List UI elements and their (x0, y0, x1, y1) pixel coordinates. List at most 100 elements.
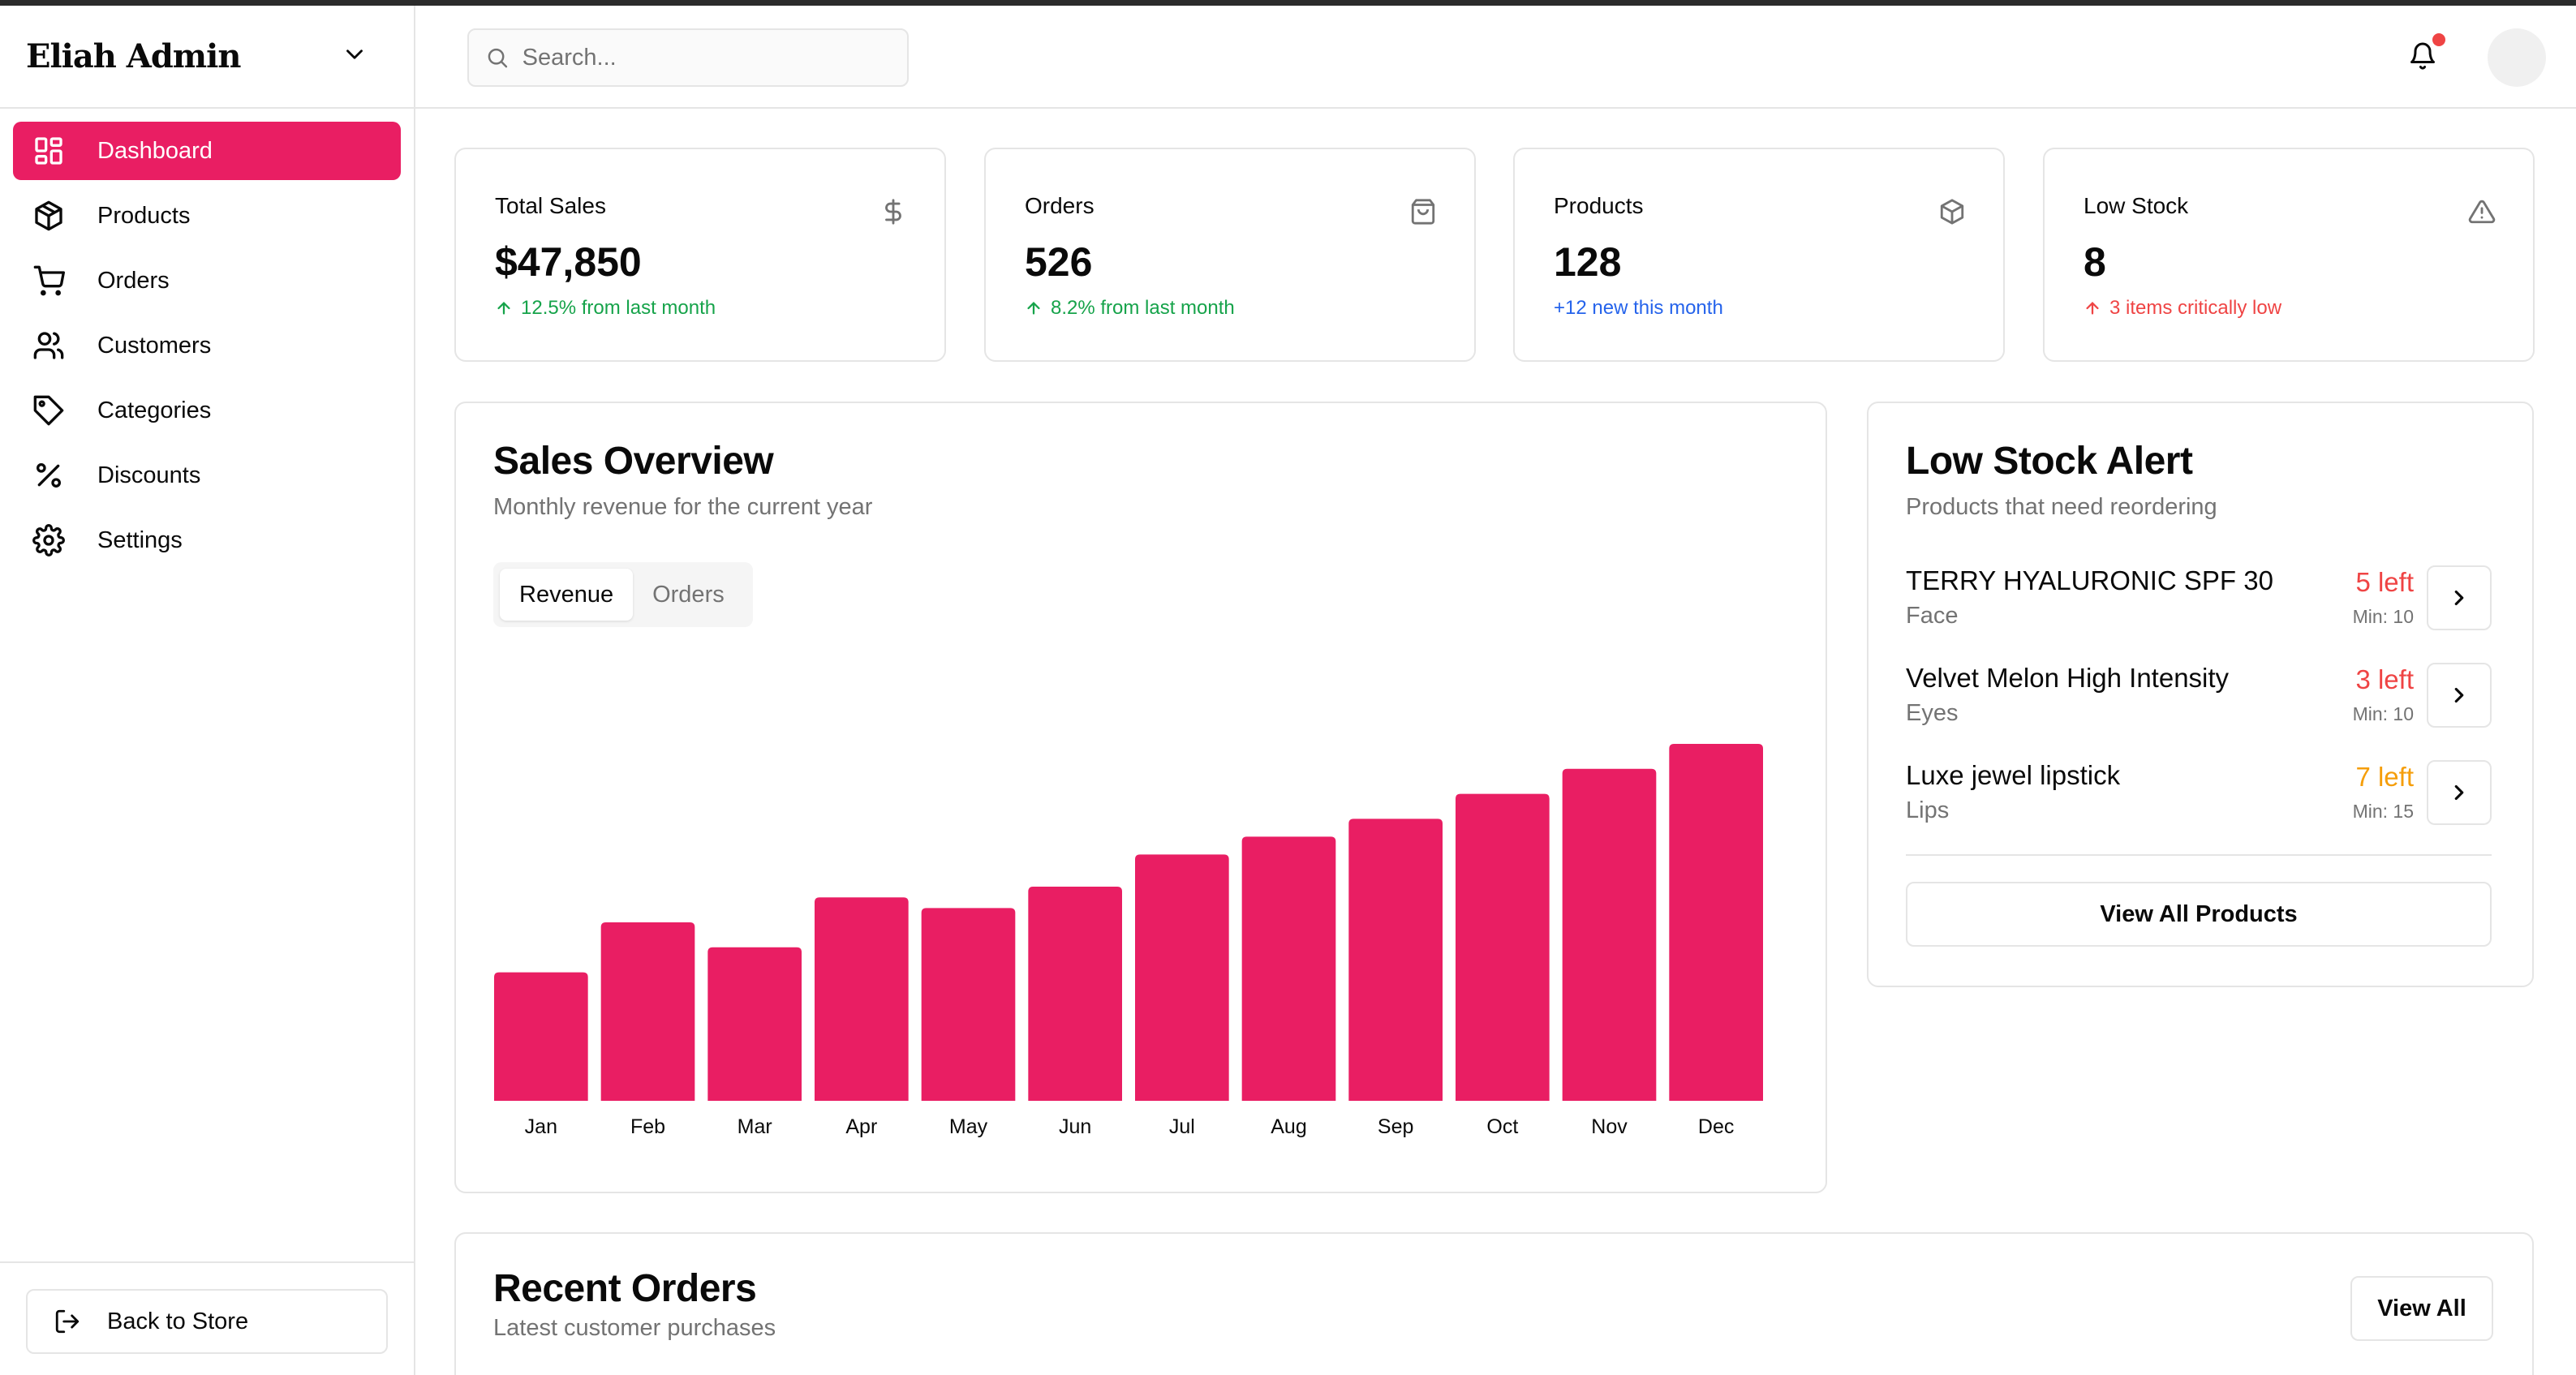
stat-trend: 3 items critically low (2084, 297, 2281, 320)
stat-label: Low Stock (2084, 193, 2189, 218)
stat-trend-text: 8.2% from last month (1051, 297, 1235, 319)
chevron-down-icon (341, 41, 368, 72)
notification-dot (2432, 33, 2445, 46)
percent-icon (32, 459, 65, 492)
tab-revenue[interactable]: Revenue (500, 569, 634, 621)
recent-orders-card: Recent Orders Latest customer purchases … (454, 1232, 2534, 1375)
back-to-store-button[interactable]: Back to Store (26, 1289, 388, 1354)
card-title: Recent Orders (493, 1267, 757, 1310)
sales-overview-card: Sales Overview Monthly revenue for the c… (454, 402, 1827, 1193)
stat-card-orders: Orders 526 8.2% from last month (984, 148, 1476, 362)
logout-icon (55, 1309, 80, 1334)
stat-trend: 8.2% from last month (1025, 297, 1235, 320)
chevron-right-icon (2454, 590, 2464, 606)
sidebar-item-label: Customers (97, 332, 212, 359)
stat-label: Orders (1025, 193, 1094, 218)
x-tick-label: Jan (525, 1115, 557, 1138)
chart-bar-feb[interactable] (600, 922, 695, 1101)
cart-icon (32, 264, 65, 297)
x-tick-label: Jul (1169, 1115, 1195, 1138)
card-subtitle: Monthly revenue for the current year (493, 494, 873, 520)
product-category: Lips (1906, 797, 1950, 823)
card-subtitle: Products that need reordering (1906, 494, 2217, 520)
low-stock-item: Luxe jewel lipstick Lips 7 left Min: 15 (1906, 760, 2492, 841)
divider (1906, 854, 2492, 856)
sidebar-item-label: Settings (97, 526, 183, 553)
stat-card-low-stock: Low Stock 8 3 items critically low (2043, 148, 2535, 362)
x-tick-label: Aug (1271, 1115, 1306, 1138)
chart-bar-dec[interactable] (1669, 744, 1763, 1101)
product-category: Face (1906, 603, 1959, 629)
stock-left: 5 left (2355, 567, 2414, 597)
chart-bar-sep[interactable] (1348, 819, 1443, 1101)
brand-switcher[interactable]: Eliah Admin (0, 6, 414, 109)
product-name: TERRY HYALURONIC SPF 30 (1906, 565, 2273, 595)
stat-value: $47,850 (495, 239, 642, 285)
stat-value: 8 (2084, 239, 2106, 285)
view-all-products-button[interactable]: View All Products (1906, 882, 2492, 947)
package-icon (1938, 198, 1966, 226)
chart-bar-jul[interactable] (1135, 854, 1229, 1101)
product-category: Eyes (1906, 700, 1959, 726)
stat-value: 526 (1025, 239, 1093, 285)
search-input[interactable] (522, 44, 891, 71)
stat-card-total-sales: Total Sales $47,850 12.5% from last mont… (454, 148, 946, 362)
chart-bar-apr[interactable] (815, 897, 909, 1101)
chart-tabs: Revenue Orders (493, 562, 753, 627)
sidebar-item-customers[interactable]: Customers (13, 316, 401, 375)
open-product-button[interactable] (2427, 760, 2492, 825)
chart-bar-jan[interactable] (494, 972, 588, 1101)
gear-icon (32, 524, 65, 556)
stock-left: 7 left (2355, 762, 2414, 792)
arrow-up-icon (2086, 301, 2099, 315)
sidebar-item-discounts[interactable]: Discounts (13, 446, 401, 505)
sidebar-item-settings[interactable]: Settings (13, 511, 401, 569)
users-icon (32, 329, 65, 362)
x-tick-label: Feb (630, 1115, 665, 1138)
x-tick-label: Dec (1698, 1115, 1734, 1138)
shopping-bag-icon (1409, 198, 1437, 226)
tag-icon (32, 394, 65, 427)
search-box[interactable] (467, 28, 909, 87)
sidebar-item-categories[interactable]: Categories (13, 381, 401, 440)
notifications-button[interactable] (2408, 33, 2445, 74)
sidebar: Eliah Admin Dashboard Products Orders (0, 6, 415, 1375)
tab-orders[interactable]: Orders (652, 581, 725, 608)
x-tick-label: May (949, 1115, 988, 1138)
low-stock-item: TERRY HYALURONIC SPF 30 Face 5 left Min:… (1906, 565, 2492, 647)
arrow-up-icon (1027, 301, 1040, 315)
stock-min: Min: 10 (2352, 606, 2414, 627)
card-title: Sales Overview (493, 440, 774, 483)
chart-bar-may[interactable] (921, 908, 1016, 1101)
card-subtitle: Latest customer purchases (493, 1315, 776, 1341)
chart-bar-oct[interactable] (1456, 793, 1550, 1101)
open-product-button[interactable] (2427, 663, 2492, 728)
revenue-bar-chart: Jan Feb Mar Apr May Jun Jul Aug Sep Oct Nov Dec (494, 744, 1763, 1138)
sidebar-footer: Back to Store (0, 1261, 414, 1375)
stock-left: 3 left (2355, 664, 2414, 694)
open-product-button[interactable] (2427, 565, 2492, 630)
product-name: Luxe jewel lipstick (1906, 760, 2121, 790)
x-tick-label: Mar (738, 1115, 772, 1138)
chart-bar-nov[interactable] (1562, 768, 1657, 1101)
sidebar-item-orders[interactable]: Orders (13, 251, 401, 310)
x-tick-label: Jun (1059, 1115, 1091, 1138)
sidebar-item-products[interactable]: Products (13, 187, 401, 245)
back-to-store-label: Back to Store (107, 1308, 249, 1334)
chevron-right-icon (2454, 687, 2464, 703)
sidebar-item-dashboard[interactable]: Dashboard (13, 122, 401, 180)
chart-bar-jun[interactable] (1028, 887, 1122, 1101)
x-tick-label: Sep (1378, 1115, 1413, 1138)
top-header (415, 6, 2576, 109)
chart-bar-mar[interactable] (707, 947, 802, 1101)
card-title: Low Stock Alert (1906, 440, 2193, 483)
x-tick-label: Nov (1591, 1115, 1628, 1138)
chart-bar-aug[interactable] (1241, 836, 1336, 1101)
stat-card-products: Products 128 +12 new this month (1513, 148, 2005, 362)
stat-label: Products (1554, 193, 1644, 218)
avatar[interactable] (2488, 28, 2546, 87)
brand-name: Eliah Admin (26, 37, 241, 75)
dashboard-icon (32, 135, 65, 167)
sidebar-item-label: Dashboard (97, 137, 213, 164)
view-all-orders-button[interactable]: View All (2350, 1276, 2493, 1341)
